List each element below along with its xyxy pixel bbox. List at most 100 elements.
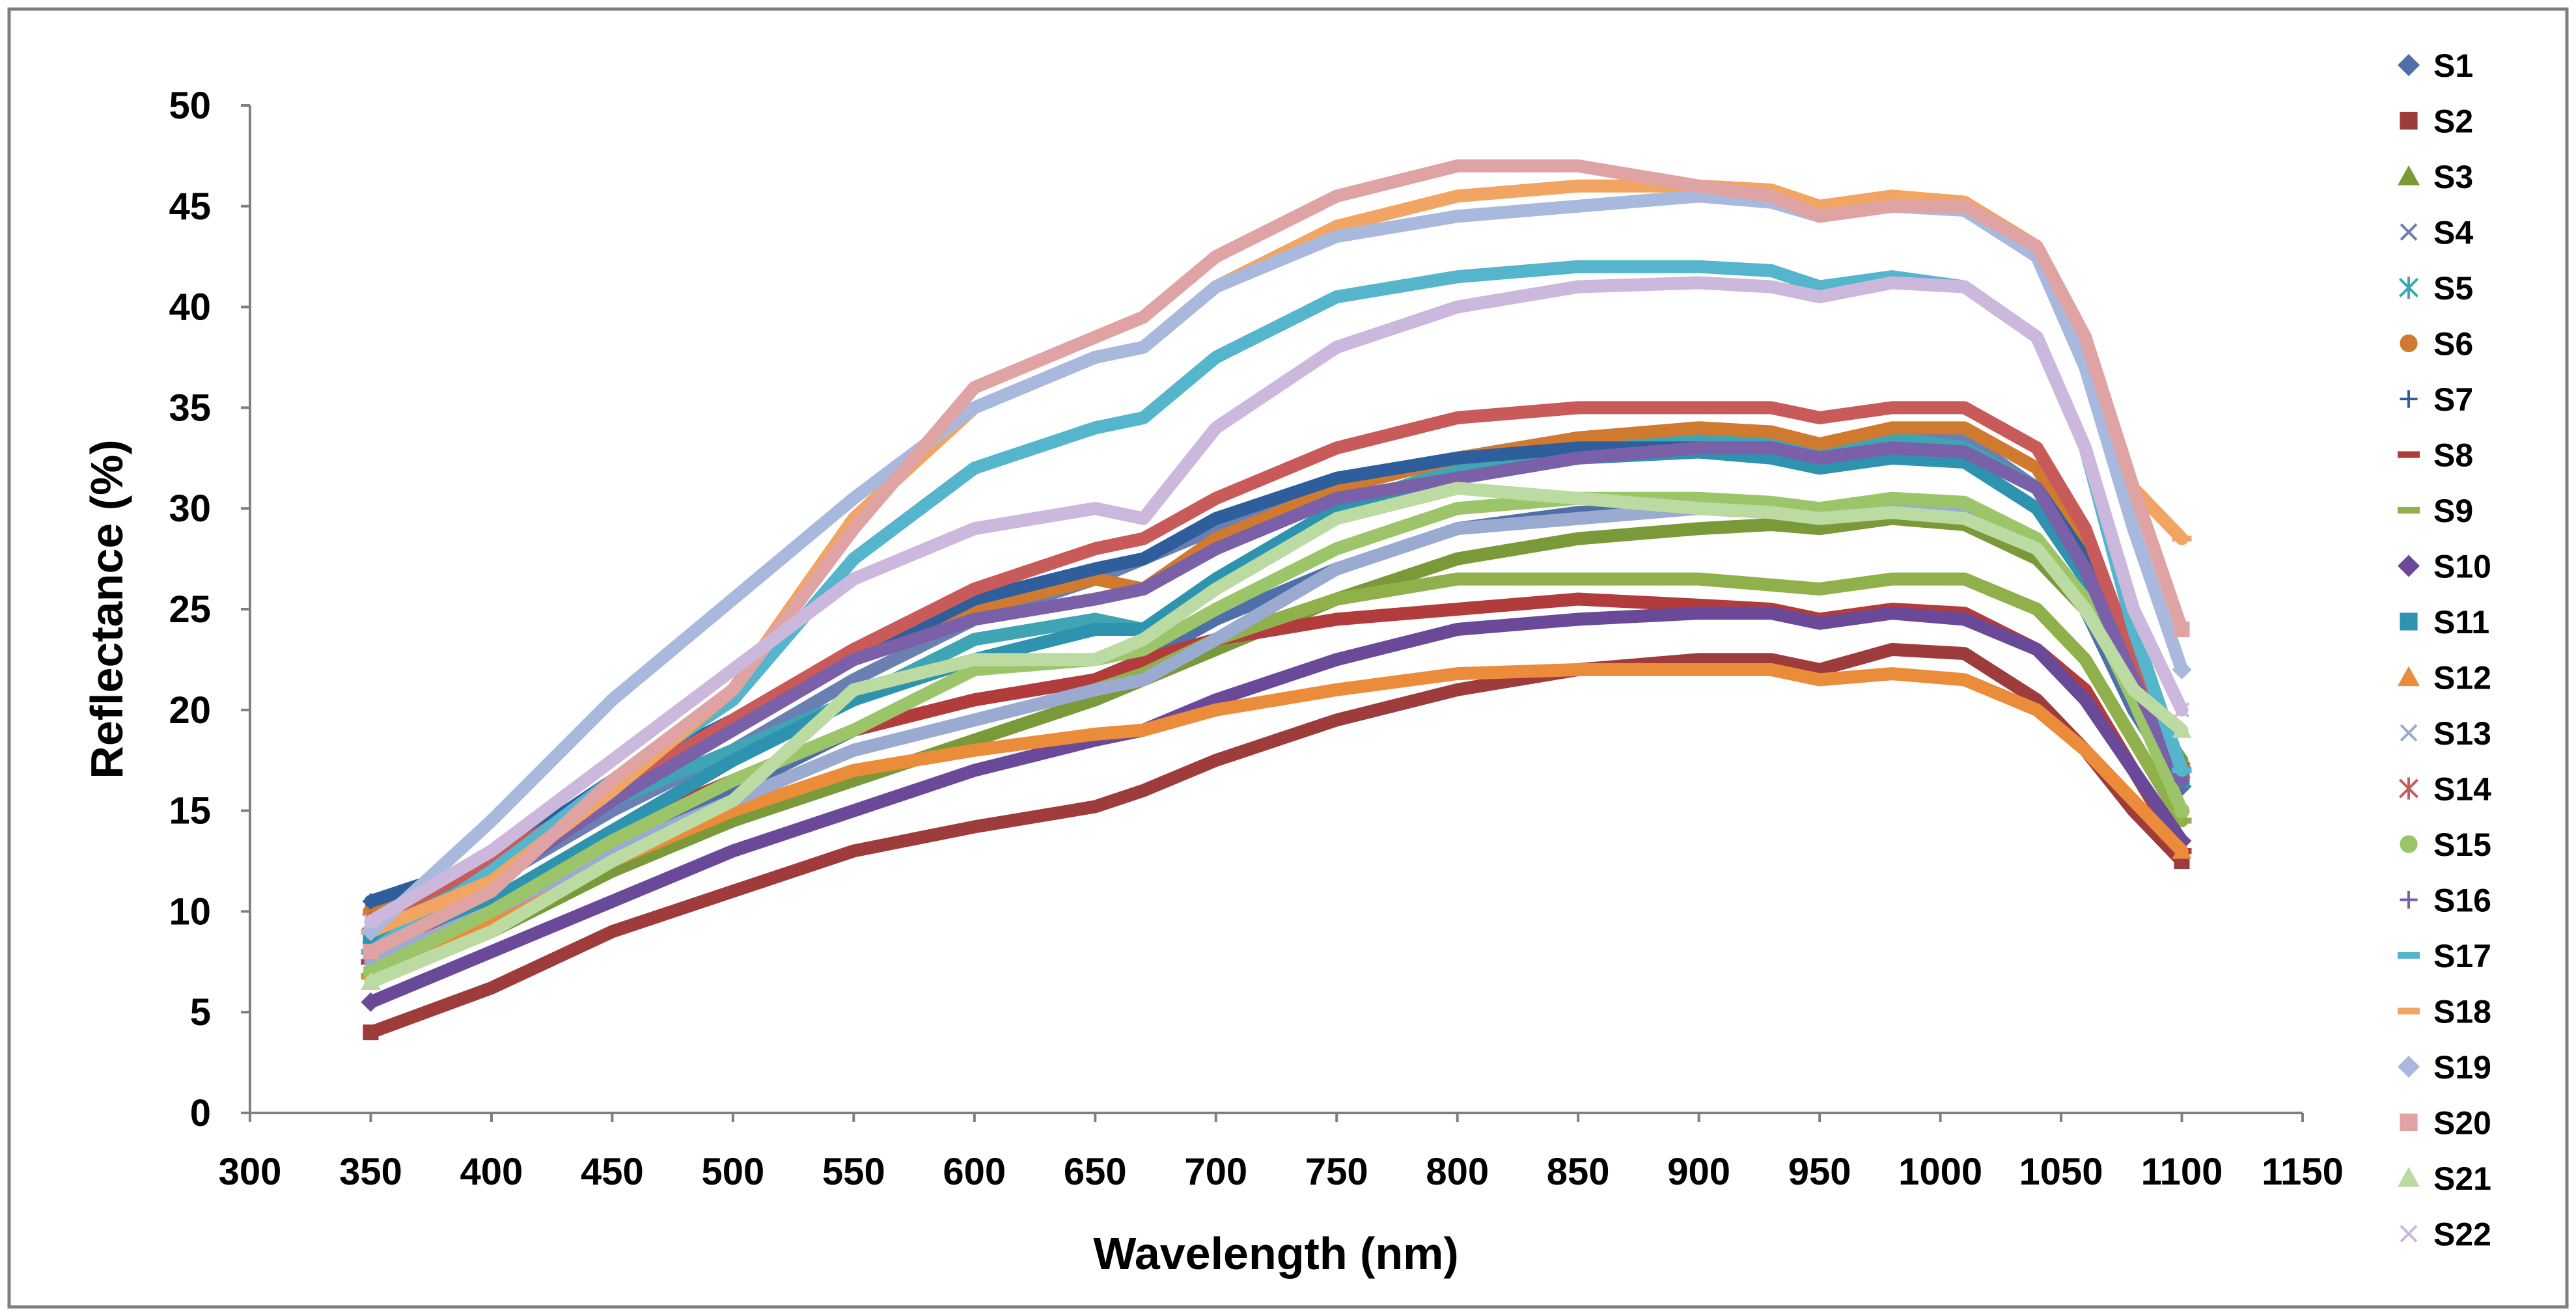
series-point-s7 — [363, 893, 379, 909]
series-point-s22 — [363, 913, 379, 929]
legend-marker — [2400, 1113, 2418, 1132]
series-line-s3 — [364, 512, 2189, 989]
series-line-s10 — [364, 607, 2189, 1009]
legend-label: S10 — [2433, 549, 2491, 585]
series-point-s21 — [2172, 720, 2192, 738]
legend-label: S18 — [2433, 994, 2491, 1030]
legend-label: S3 — [2433, 159, 2473, 195]
series-line-s22 — [364, 276, 2189, 928]
legend-item-s14: S14 — [2398, 771, 2491, 808]
legend-label: S9 — [2433, 493, 2473, 529]
x-tick-label: 700 — [1184, 1151, 1247, 1193]
x-tick-label: 800 — [1426, 1151, 1489, 1193]
legend-item-s18: S18 — [2398, 994, 2491, 1030]
series-point-s15 — [2174, 802, 2190, 819]
x-tick-label: 1050 — [2019, 1151, 2103, 1193]
legend-item-s16: S16 — [2400, 883, 2491, 919]
series-point-s20 — [363, 944, 379, 960]
legend-label: S8 — [2433, 437, 2473, 474]
legend-label: S14 — [2433, 771, 2491, 808]
legend-marker — [2400, 223, 2418, 241]
legend-item-s1: S1 — [2398, 48, 2473, 84]
legend-item-s13: S13 — [2400, 715, 2491, 752]
legend-marker — [2400, 835, 2418, 853]
legend-marker — [2398, 1167, 2420, 1187]
series-point-s9 — [2172, 817, 2192, 824]
legend-item-s2: S2 — [2400, 103, 2473, 140]
x-tick-label: 900 — [1667, 1151, 1730, 1193]
legend-label: S4 — [2433, 215, 2473, 251]
legend-marker — [2398, 952, 2420, 959]
y-tick-label: 20 — [169, 689, 211, 732]
y-axis-title: Reflectance (%) — [81, 439, 132, 778]
series-line-s19 — [364, 189, 2189, 939]
legend-marker — [2400, 724, 2418, 742]
legend-marker — [2398, 555, 2420, 577]
x-tick-label: 600 — [943, 1151, 1006, 1193]
x-tick-label: 650 — [1064, 1151, 1127, 1193]
legend-item-s17: S17 — [2398, 938, 2491, 974]
legend-item-s7: S7 — [2400, 381, 2473, 418]
legend-item-s22: S22 — [2400, 1216, 2491, 1253]
series-point-s22 — [2174, 702, 2190, 718]
legend-marker — [2400, 390, 2418, 408]
series-point-s17 — [2172, 767, 2192, 774]
legend-label: S5 — [2433, 270, 2473, 307]
legend-label: S6 — [2433, 326, 2473, 363]
legend-item-s5: S5 — [2398, 270, 2473, 307]
series-line-s16 — [364, 441, 2189, 959]
series-point-s2 — [363, 1024, 379, 1041]
x-tick-label: 500 — [701, 1151, 764, 1193]
series-line-s14 — [364, 401, 2189, 928]
legend-item-s9: S9 — [2398, 493, 2473, 529]
legend-item-s21: S21 — [2398, 1160, 2491, 1197]
y-tick-label: 5 — [190, 991, 211, 1034]
y-tick-label: 35 — [169, 387, 211, 429]
series-line-s21 — [364, 482, 2189, 989]
series-point-s21 — [361, 972, 381, 990]
y-tick-label: 40 — [169, 286, 211, 329]
legend-marker — [2398, 277, 2419, 299]
legend-marker — [2400, 612, 2418, 631]
x-tick-label: 550 — [822, 1151, 885, 1193]
legend-label: S13 — [2433, 715, 2491, 752]
legend-label: S20 — [2433, 1105, 2491, 1142]
series-point-s20 — [2174, 621, 2190, 637]
legend-marker — [2400, 1225, 2418, 1242]
legend-marker — [2398, 1056, 2420, 1078]
legend-label: S16 — [2433, 883, 2491, 919]
legend-item-s12: S12 — [2398, 660, 2491, 696]
legend-marker — [2398, 1008, 2420, 1015]
legend-item-s4: S4 — [2400, 215, 2473, 251]
y-tick-label: 0 — [190, 1092, 211, 1134]
x-tick-label: 1150 — [2262, 1151, 2344, 1193]
legend-label: S15 — [2433, 827, 2491, 863]
legend-marker — [2398, 451, 2420, 458]
x-tick-label: 950 — [1788, 1151, 1851, 1193]
legend-item-s20: S20 — [2400, 1105, 2491, 1142]
legend-label: S17 — [2433, 938, 2491, 974]
y-tick-label: 50 — [169, 85, 211, 127]
y-tick-label: 45 — [169, 185, 211, 228]
legend-label: S11 — [2433, 604, 2489, 640]
legend-marker — [2398, 506, 2420, 514]
legend-marker — [2400, 890, 2418, 909]
x-tick-label: 1100 — [2141, 1151, 2223, 1193]
x-axis-title: Wavelength (nm) — [1093, 1228, 1458, 1279]
x-tick-label: 1000 — [1898, 1151, 1982, 1193]
legend-item-s10: S10 — [2398, 549, 2491, 585]
legend-label: S21 — [2433, 1160, 2491, 1197]
legend-item-s19: S19 — [2398, 1049, 2491, 1086]
legend-label: S12 — [2433, 660, 2491, 696]
legend-marker — [2398, 54, 2420, 76]
legend: S1 S2 S3 S4 S5 S6 S7 S8 S9 S10 S11 S12 S13 S14 S15 S16 S… — [2398, 48, 2491, 1253]
legend-marker — [2398, 666, 2420, 687]
legend-item-s8: S8 — [2398, 437, 2473, 474]
legend-marker — [2398, 777, 2419, 800]
legend-label: S2 — [2433, 103, 2473, 140]
legend-label: S7 — [2433, 381, 2473, 418]
x-tick-label: 400 — [460, 1151, 523, 1193]
series-point-s18 — [2172, 536, 2192, 542]
series-point-s12 — [2172, 841, 2192, 859]
